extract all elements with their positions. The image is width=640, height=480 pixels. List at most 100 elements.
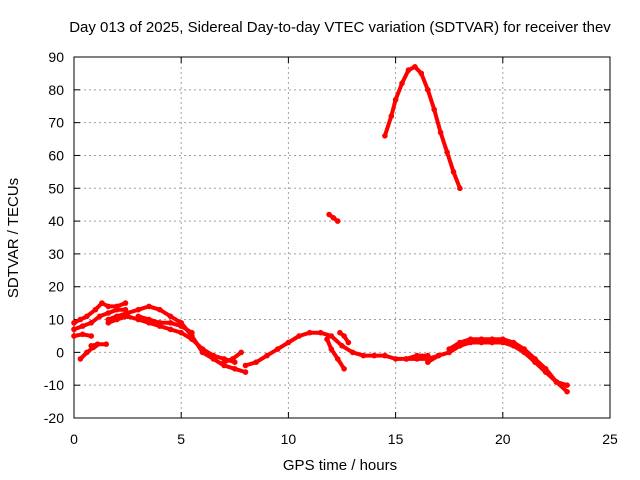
series-arc: [326, 211, 341, 224]
y-tick-label: 20: [48, 279, 64, 295]
x-tick-label: 5: [177, 431, 185, 447]
y-tick-label: 90: [48, 49, 64, 65]
data-point: [467, 336, 474, 343]
data-point: [403, 356, 410, 362]
data-point: [431, 106, 438, 113]
data-point: [221, 359, 227, 366]
data-point: [446, 346, 453, 352]
data-point: [178, 329, 184, 336]
y-axis-label: SDTVAR / TECUs: [5, 178, 22, 298]
data-point: [105, 320, 112, 326]
x-axis-label: GPS time / hours: [283, 457, 397, 474]
data-point: [253, 359, 259, 366]
data-point: [326, 211, 332, 218]
y-tick-label: 60: [48, 147, 64, 163]
plot-area-frame: [73, 56, 611, 419]
data-point: [71, 320, 77, 326]
data-point: [92, 306, 99, 313]
y-tick-label: 0: [56, 344, 64, 360]
data-point: [274, 346, 281, 352]
data-point: [146, 316, 152, 323]
data-point: [210, 352, 217, 359]
data-point: [414, 352, 420, 359]
y-tick-label: -10: [44, 377, 64, 393]
y-tick-label: -20: [44, 410, 64, 426]
data-point: [88, 333, 94, 339]
data-point: [405, 67, 412, 73]
data-point: [457, 185, 463, 192]
series-line: [447, 337, 570, 394]
data-point: [79, 323, 86, 329]
data-point: [341, 366, 347, 372]
data-point: [296, 333, 302, 339]
series-line: [325, 337, 347, 371]
data-point: [328, 333, 335, 339]
y-tick-label: 40: [48, 213, 64, 229]
data-point: [232, 366, 238, 372]
data-point: [178, 323, 184, 329]
y-tick-label: 30: [48, 246, 64, 262]
data-point: [349, 349, 356, 356]
data-point: [334, 356, 341, 362]
series-arc: [324, 336, 347, 372]
data-point: [521, 346, 527, 352]
data-point: [345, 339, 352, 346]
data-point: [478, 336, 485, 343]
data-point: [96, 313, 103, 320]
data-point: [92, 343, 99, 349]
series-arc: [77, 343, 99, 362]
series-arc: [446, 336, 570, 395]
data-point: [157, 320, 163, 326]
x-tick-label: 0: [70, 431, 78, 447]
y-tick-label: 80: [48, 82, 64, 98]
data-point: [77, 316, 84, 323]
data-point: [114, 306, 120, 313]
data-point: [382, 133, 388, 139]
data-point: [229, 356, 236, 362]
data-point: [135, 306, 142, 313]
data-point: [103, 341, 109, 348]
data-point: [341, 333, 347, 339]
data-point: [285, 339, 292, 346]
series-arc: [337, 329, 352, 346]
data-point: [371, 352, 378, 359]
data-point: [450, 169, 457, 175]
data-point: [330, 215, 337, 221]
series-arc: [221, 349, 244, 366]
data-point: [334, 218, 341, 224]
data-point: [437, 129, 444, 136]
x-tick-label: 15: [388, 431, 404, 447]
y-tick-label: 50: [48, 180, 64, 196]
data-point: [418, 70, 425, 77]
data-point: [425, 359, 431, 366]
data-point: [79, 331, 86, 338]
series-arc: [71, 331, 94, 339]
data-point: [317, 329, 324, 336]
data-point: [425, 87, 431, 93]
data-point: [242, 369, 249, 375]
x-axis-ticks: 0 5 10 15 20 25: [70, 57, 618, 447]
data-point: [135, 313, 142, 320]
data-point: [157, 306, 163, 313]
data-point: [189, 336, 195, 343]
data-point: [324, 336, 330, 343]
data-point: [399, 80, 405, 87]
data-point: [84, 313, 90, 320]
data-point: [435, 352, 442, 359]
series-arc: [382, 64, 463, 192]
data-point: [328, 346, 335, 352]
data-point: [510, 339, 517, 346]
series-arc: [135, 313, 195, 336]
x-tick-label: 25: [602, 431, 618, 447]
data-point: [553, 379, 560, 385]
data-point: [189, 329, 195, 336]
data-point: [489, 336, 495, 343]
data-point: [114, 316, 120, 323]
data-point: [360, 352, 367, 359]
data-point: [392, 96, 399, 103]
data-point: [388, 113, 395, 119]
data-series: [71, 64, 570, 395]
data-point: [77, 356, 84, 362]
data-point: [146, 303, 152, 310]
series-arc: [403, 352, 431, 362]
